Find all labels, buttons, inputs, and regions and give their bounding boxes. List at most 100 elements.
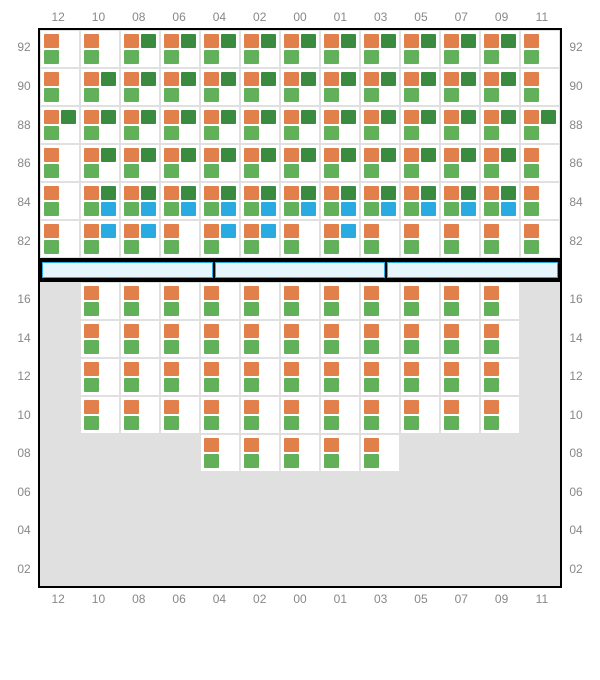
indicator-square [541, 34, 556, 48]
indicator-square [84, 88, 99, 102]
col-label: 09 [481, 10, 521, 24]
indicator-square [221, 454, 236, 468]
empty-cell [80, 472, 120, 510]
indicator-square [341, 286, 356, 300]
indicator-square [221, 438, 236, 452]
slot-cell [360, 30, 400, 68]
separator-bar [38, 260, 562, 280]
indicator-square [181, 202, 196, 216]
indicator-square [364, 224, 379, 238]
top-section: 12100806040200010305070911 929088868482 … [10, 10, 590, 260]
indicator-square [364, 126, 379, 140]
indicator-square [204, 362, 219, 376]
empty-cell [520, 472, 560, 510]
row-label: 86 [10, 144, 38, 183]
row-label: 86 [562, 144, 590, 183]
slot-cell [480, 320, 520, 358]
row-label: 82 [562, 221, 590, 260]
indicator-square [381, 164, 396, 178]
indicator-square [204, 416, 219, 430]
slot-cell [40, 144, 80, 182]
indicator-square [181, 50, 196, 64]
indicator-square [364, 286, 379, 300]
empty-cell [40, 320, 80, 358]
indicator-square [444, 362, 459, 376]
indicator-square [444, 378, 459, 392]
indicator-square [444, 416, 459, 430]
grid-row [40, 144, 560, 182]
col-label: 06 [159, 592, 199, 606]
slot-cell [40, 30, 80, 68]
indicator-square [301, 416, 316, 430]
indicator-square [221, 286, 236, 300]
indicator-square [444, 186, 459, 200]
indicator-square [84, 126, 99, 140]
indicator-square [244, 186, 259, 200]
indicator-square [101, 148, 116, 162]
indicator-square [364, 148, 379, 162]
indicator-square [204, 240, 219, 254]
indicator-square [301, 438, 316, 452]
slot-cell [320, 396, 360, 434]
indicator-square [501, 164, 516, 178]
slot-cell [80, 30, 120, 68]
indicator-square [421, 186, 436, 200]
indicator-square [301, 110, 316, 124]
indicator-square [484, 224, 499, 238]
indicator-square [141, 148, 156, 162]
indicator-square [221, 110, 236, 124]
indicator-square [61, 202, 76, 216]
indicator-square [541, 148, 556, 162]
indicator-square [421, 400, 436, 414]
slot-cell [240, 144, 280, 182]
indicator-square [284, 110, 299, 124]
slot-cell [320, 68, 360, 106]
indicator-square [204, 400, 219, 414]
indicator-square [484, 50, 499, 64]
empty-cell [480, 510, 520, 548]
indicator-square [61, 50, 76, 64]
slot-cell [40, 182, 80, 220]
col-label: 03 [361, 592, 401, 606]
indicator-square [341, 126, 356, 140]
indicator-square [301, 362, 316, 376]
indicator-square [124, 148, 139, 162]
slot-cell [520, 106, 560, 144]
empty-cell [440, 548, 480, 586]
indicator-square [484, 324, 499, 338]
indicator-square [301, 340, 316, 354]
indicator-square [124, 224, 139, 238]
slot-cell [120, 182, 160, 220]
empty-cell [520, 282, 560, 320]
indicator-square [404, 126, 419, 140]
indicator-square [484, 88, 499, 102]
empty-cell [120, 548, 160, 586]
indicator-square [404, 88, 419, 102]
indicator-square [444, 50, 459, 64]
slot-cell [120, 396, 160, 434]
slot-cell [200, 182, 240, 220]
indicator-square [244, 224, 259, 238]
col-label: 10 [78, 10, 118, 24]
row-label: 90 [562, 67, 590, 106]
indicator-square [541, 72, 556, 86]
indicator-square [84, 324, 99, 338]
grid-row [40, 30, 560, 68]
slot-cell [200, 220, 240, 258]
indicator-square [381, 88, 396, 102]
indicator-square [524, 72, 539, 86]
indicator-square [541, 240, 556, 254]
slot-cell [120, 144, 160, 182]
row-label: 10 [562, 396, 590, 435]
indicator-square [381, 378, 396, 392]
indicator-square [44, 72, 59, 86]
indicator-square [261, 362, 276, 376]
indicator-square [221, 240, 236, 254]
indicator-square [324, 362, 339, 376]
col-label: 07 [441, 592, 481, 606]
indicator-square [404, 148, 419, 162]
empty-cell [360, 472, 400, 510]
indicator-square [244, 50, 259, 64]
indicator-square [524, 148, 539, 162]
slot-cell [440, 282, 480, 320]
